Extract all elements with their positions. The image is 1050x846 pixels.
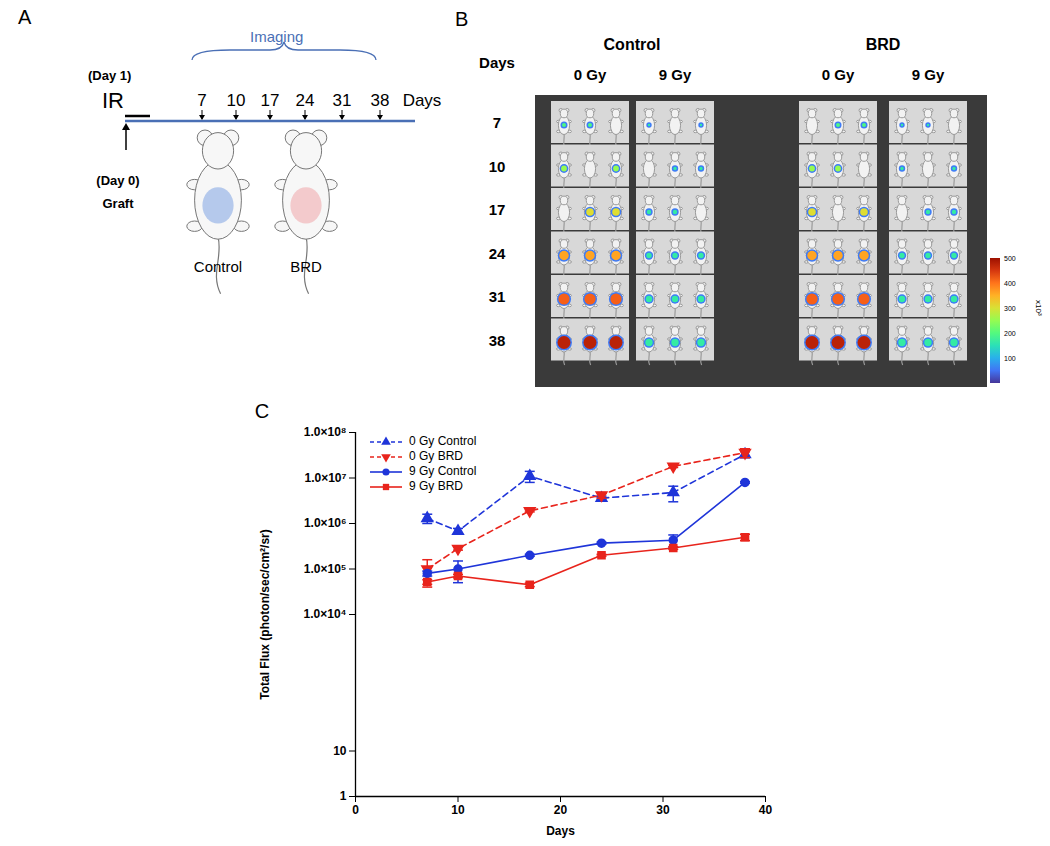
svg-text:400: 400 <box>1004 280 1016 287</box>
svg-text:10: 10 <box>333 744 347 758</box>
svg-text:1.0×10⁵: 1.0×10⁵ <box>304 562 347 576</box>
svg-text:7: 7 <box>197 91 206 110</box>
svg-text:31: 31 <box>333 91 352 110</box>
svg-text:500: 500 <box>1004 255 1016 262</box>
svg-text:17: 17 <box>261 91 280 110</box>
svg-text:Graft: Graft <box>102 196 134 211</box>
svg-text:38: 38 <box>371 91 390 110</box>
svg-text:1.0×10⁴: 1.0×10⁴ <box>304 607 347 621</box>
svg-text:Days: Days <box>403 91 442 110</box>
svg-text:38: 38 <box>489 332 506 349</box>
svg-text:0: 0 <box>352 803 359 817</box>
svg-text:9 Gy: 9 Gy <box>912 66 945 83</box>
html-text:9 Gy BRD: 9 Gy BRD <box>409 479 463 493</box>
svg-text:40: 40 <box>759 803 773 817</box>
svg-text:0 Gy: 0 Gy <box>822 66 855 83</box>
svg-text:C: C <box>255 400 269 422</box>
svg-text:Days: Days <box>479 54 515 71</box>
svg-text:17: 17 <box>489 201 506 218</box>
svg-text:10: 10 <box>489 158 506 175</box>
svg-text:9 Gy: 9 Gy <box>659 66 692 83</box>
html-text:9 Gy Control: 9 Gy Control <box>409 464 477 478</box>
svg-text:1.0×10⁶: 1.0×10⁶ <box>304 516 347 530</box>
svg-text:Total Flux (photon/sec/cm²/sr): Total Flux (photon/sec/cm²/sr) <box>258 529 272 699</box>
svg-text:1.0×10⁷: 1.0×10⁷ <box>305 471 347 485</box>
svg-text:0 Gy: 0 Gy <box>574 66 607 83</box>
svg-text:Imaging: Imaging <box>250 28 303 45</box>
html-text:0 Gy BRD: 0 Gy BRD <box>409 449 463 463</box>
svg-text:BRD: BRD <box>290 258 322 275</box>
svg-text:x10³: x10³ <box>1034 300 1043 316</box>
svg-text:300: 300 <box>1004 305 1016 312</box>
svg-text:IR: IR <box>102 88 124 113</box>
svg-text:(Day 0): (Day 0) <box>96 173 139 188</box>
svg-text:(Day 1): (Day 1) <box>88 68 131 83</box>
svg-text:7: 7 <box>493 114 501 131</box>
svg-text:1: 1 <box>340 789 347 803</box>
svg-text:B: B <box>455 8 468 30</box>
svg-text:10: 10 <box>227 91 246 110</box>
svg-text:24: 24 <box>296 91 315 110</box>
svg-text:Days: Days <box>546 824 575 838</box>
svg-text:30: 30 <box>656 803 670 817</box>
svg-text:20: 20 <box>554 803 568 817</box>
svg-text:BRD: BRD <box>866 36 901 53</box>
svg-text:1.0×10⁸: 1.0×10⁸ <box>304 425 347 439</box>
svg-text:Control: Control <box>194 258 242 275</box>
svg-text:200: 200 <box>1004 330 1016 337</box>
svg-text:24: 24 <box>489 245 506 262</box>
svg-text:31: 31 <box>489 288 506 305</box>
html-text:0 Gy Control: 0 Gy Control <box>409 434 477 448</box>
svg-text:10: 10 <box>451 803 465 817</box>
svg-text:Control: Control <box>604 36 661 53</box>
svg-text:100: 100 <box>1004 355 1016 362</box>
svg-text:A: A <box>18 6 32 28</box>
